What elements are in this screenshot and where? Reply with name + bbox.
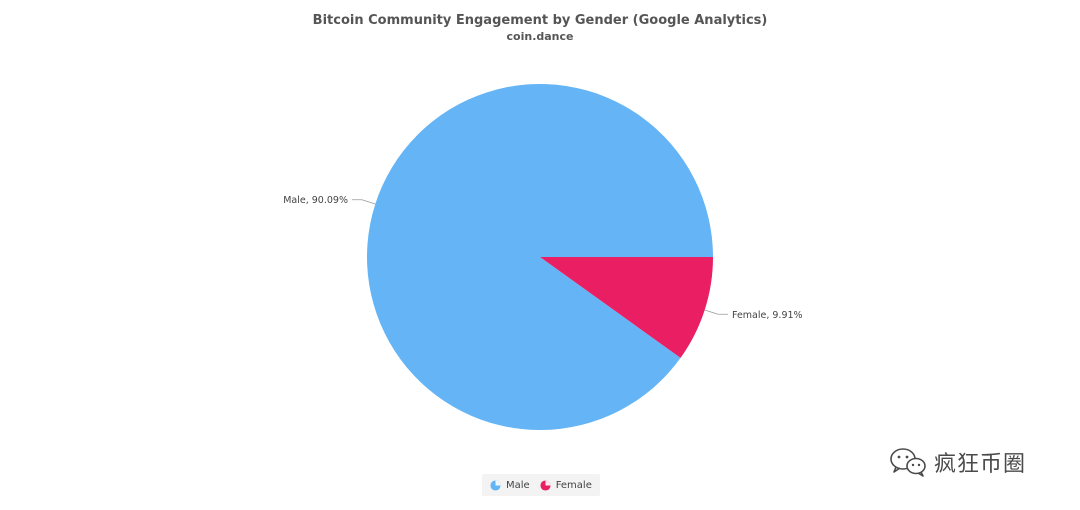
connector-male	[351, 199, 376, 205]
pie-slice-female[interactable]	[540, 257, 713, 358]
legend-item-female[interactable]: Female	[540, 480, 592, 491]
legend-label-female: Female	[555, 479, 592, 491]
pie-slice-male[interactable]	[367, 84, 713, 431]
legend-item-male[interactable]: Male	[490, 480, 530, 491]
pie-legend-icon	[490, 479, 501, 491]
chart-legend: Male Female	[482, 474, 600, 496]
slice-label-male: Male, 90.09%	[283, 195, 348, 206]
chart-subtitle: coin.dance	[506, 30, 574, 43]
connector-female	[704, 309, 729, 315]
chart-title: Bitcoin Community Engagement by Gender (…	[312, 13, 768, 28]
legend-label-male: Male	[506, 479, 530, 491]
watermark: 疯狂币圈	[888, 446, 1026, 478]
slice-label-female: Female, 9.91%	[732, 310, 803, 321]
wechat-icon	[890, 448, 926, 477]
pie-legend-icon	[540, 479, 551, 491]
watermark-text: 疯狂币圈	[934, 452, 1027, 477]
